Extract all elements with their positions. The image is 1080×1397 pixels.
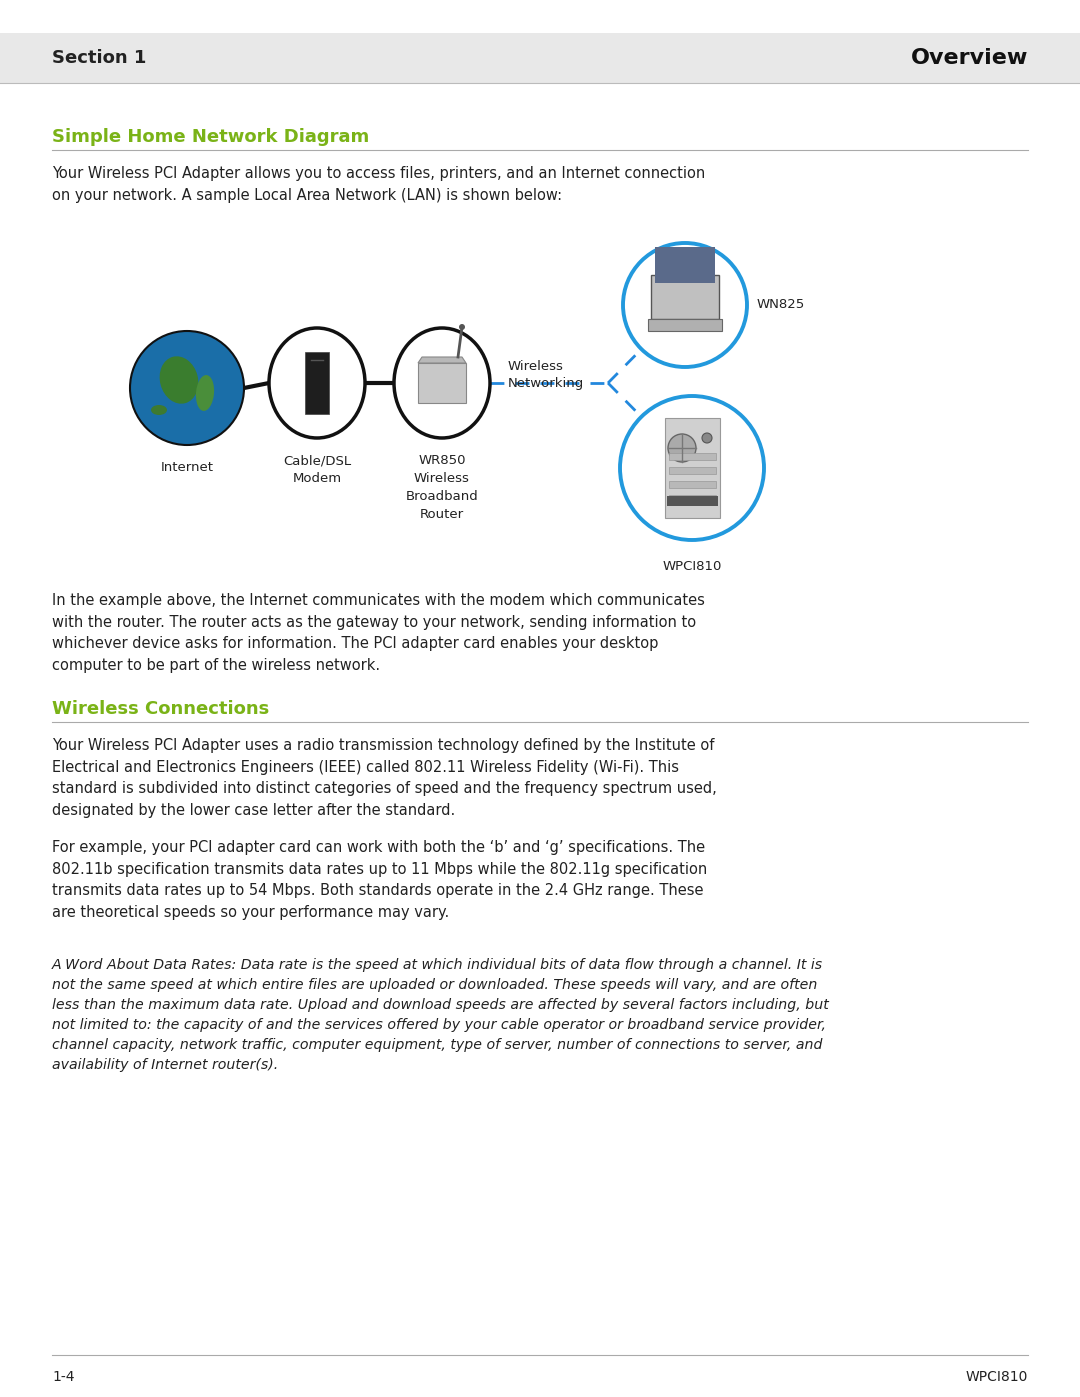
Polygon shape (418, 358, 465, 363)
Text: Cable/DSL
Modem: Cable/DSL Modem (283, 454, 351, 485)
Text: WR850
Wireless
Broadband
Router: WR850 Wireless Broadband Router (406, 454, 478, 521)
Circle shape (669, 434, 696, 462)
Ellipse shape (269, 328, 365, 439)
Text: Overview: Overview (910, 47, 1028, 68)
FancyBboxPatch shape (648, 319, 723, 331)
FancyBboxPatch shape (669, 481, 715, 488)
FancyBboxPatch shape (418, 363, 465, 402)
FancyBboxPatch shape (669, 467, 715, 474)
Text: Internet: Internet (161, 461, 214, 474)
Circle shape (459, 324, 465, 330)
Text: A Word About Data Rates: Data rate is the speed at which individual bits of data: A Word About Data Rates: Data rate is th… (52, 958, 828, 1073)
Text: In the example above, the Internet communicates with the modem which communicate: In the example above, the Internet commu… (52, 592, 705, 673)
FancyBboxPatch shape (654, 247, 715, 284)
FancyBboxPatch shape (651, 275, 719, 319)
FancyBboxPatch shape (664, 418, 719, 518)
Text: WPCI810: WPCI810 (662, 560, 721, 573)
Text: Section 1: Section 1 (52, 49, 147, 67)
Text: Wireless Connections: Wireless Connections (52, 700, 269, 718)
Circle shape (620, 395, 764, 541)
Ellipse shape (195, 374, 214, 411)
FancyBboxPatch shape (669, 453, 715, 460)
Text: Your Wireless PCI Adapter allows you to access files, printers, and an Internet : Your Wireless PCI Adapter allows you to … (52, 166, 705, 203)
Text: Your Wireless PCI Adapter uses a radio transmission technology defined by the In: Your Wireless PCI Adapter uses a radio t… (52, 738, 717, 817)
Ellipse shape (160, 356, 199, 404)
Text: For example, your PCI adapter card can work with both the ‘b’ and ‘g’ specificat: For example, your PCI adapter card can w… (52, 840, 707, 919)
Text: WPCI810: WPCI810 (966, 1370, 1028, 1384)
Ellipse shape (130, 331, 244, 446)
FancyBboxPatch shape (666, 496, 717, 506)
Circle shape (702, 433, 712, 443)
Ellipse shape (394, 328, 490, 439)
Ellipse shape (151, 405, 167, 415)
Text: WN825: WN825 (757, 299, 806, 312)
FancyBboxPatch shape (0, 34, 1080, 82)
Text: 1-4: 1-4 (52, 1370, 75, 1384)
FancyBboxPatch shape (669, 495, 715, 502)
Text: Simple Home Network Diagram: Simple Home Network Diagram (52, 129, 369, 147)
Circle shape (623, 243, 747, 367)
FancyBboxPatch shape (305, 352, 329, 414)
Text: Wireless
Networking: Wireless Networking (508, 359, 584, 391)
